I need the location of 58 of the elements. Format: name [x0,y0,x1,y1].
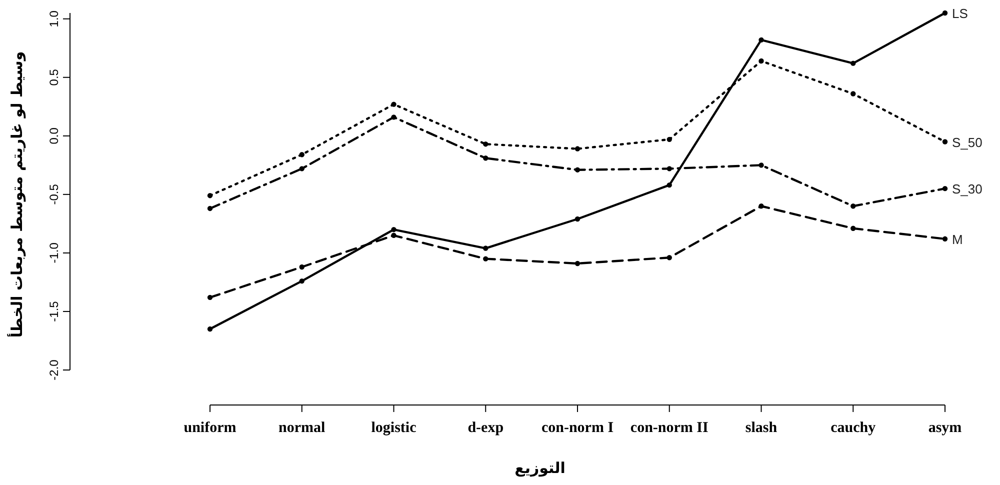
y-tick-label: 0.0 [47,127,61,144]
series-label: M [952,232,963,247]
x-tick-label: uniform [184,420,237,436]
x-tick-label: cauchy [830,420,876,436]
point [942,186,948,192]
y-tick-label: 0.5 [47,68,61,86]
point [483,256,488,262]
point [299,278,304,284]
y-tick-label: -1.0 [47,242,61,264]
x-axis-title: التوزيع [514,459,566,477]
point [483,246,488,251]
x-tick-label: con-norm I [541,420,614,436]
y-tick-label: -0.5 [47,184,61,205]
point [942,10,948,16]
point [758,204,764,209]
x-tick-label: d-exp [468,420,504,436]
point [299,166,304,172]
point [758,37,764,43]
point [850,204,856,209]
point [850,91,856,96]
point [942,236,948,242]
series-label: S_30 [952,182,982,197]
point [299,264,304,270]
x-tick-label: asym [928,420,962,436]
point [299,152,304,158]
y-axis-title: وسيط لو غاريتم متوسط مربعات الخطأ [7,51,26,338]
series-label: LS [952,6,968,21]
point [207,192,213,198]
point [942,139,948,144]
x-tick-label: normal [278,420,326,436]
point [483,156,488,161]
y-tick-label: 1.0 [47,10,61,28]
point [666,136,672,142]
y-tick-label: -1.5 [47,300,61,322]
point [391,226,396,232]
point [666,182,672,188]
x-tick-label: slash [745,420,778,436]
point [483,141,488,147]
series-label: S_50 [952,134,982,150]
point [391,232,396,238]
point [207,294,213,300]
point [758,162,764,168]
y-tick-label: -2.0 [47,359,61,380]
x-tick-label: con-norm II [630,420,708,436]
point [758,58,764,64]
point [574,216,580,222]
point [574,167,580,172]
point [574,260,580,266]
point [850,226,856,231]
point [391,102,396,107]
point [666,166,672,172]
point [666,255,672,260]
point [207,206,213,212]
point [391,114,396,120]
x-tick-label: logistic [371,420,417,436]
point [850,60,856,66]
point [207,326,213,332]
point [574,146,580,152]
